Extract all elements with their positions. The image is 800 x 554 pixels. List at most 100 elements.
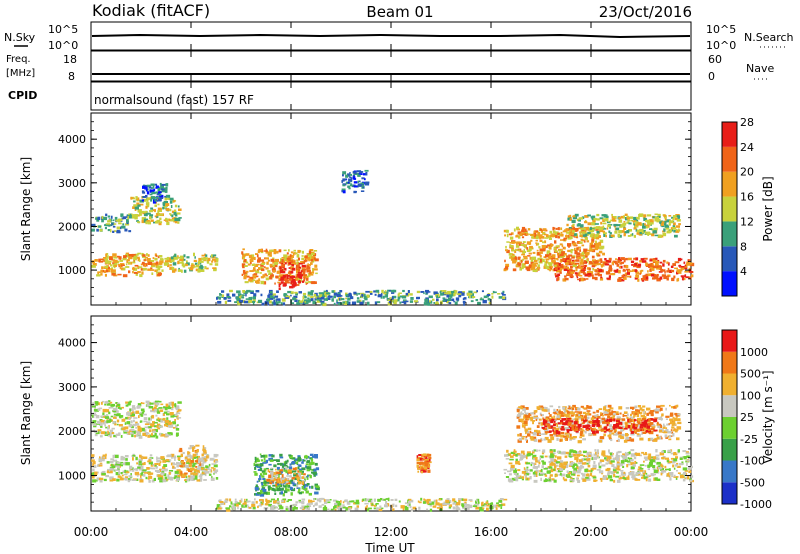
- data-cell: [684, 264, 687, 267]
- data-cell: [289, 273, 292, 277]
- data-cell: [620, 261, 624, 264]
- data-cell: [656, 278, 661, 282]
- data-cell: [405, 292, 408, 296]
- data-cell: [252, 506, 256, 510]
- data-cell: [301, 481, 304, 484]
- data-cell: [186, 260, 188, 264]
- data-cell: [652, 465, 656, 468]
- data-cell: [557, 456, 562, 460]
- data-cell: [596, 230, 600, 234]
- data-cell: [506, 241, 510, 243]
- data-cell: [185, 263, 188, 266]
- data-cell: [533, 449, 536, 452]
- data-cell: [557, 273, 561, 277]
- data-cell: [319, 299, 322, 302]
- data-cell: [91, 223, 96, 227]
- data-cell: [665, 225, 670, 228]
- data-cell: [646, 474, 650, 477]
- data-cell: [140, 263, 143, 266]
- data-cell: [671, 277, 675, 282]
- data-cell: [243, 257, 245, 260]
- data-cell: [169, 200, 173, 204]
- data-cell: [135, 273, 138, 276]
- data-cell: [159, 221, 163, 224]
- data-cell: [582, 234, 587, 237]
- data-cell: [363, 295, 367, 299]
- data-cell: [509, 468, 513, 471]
- data-cell: [169, 424, 174, 428]
- data-cell: [287, 507, 292, 510]
- data-cell: [158, 191, 161, 194]
- data-cell: [195, 451, 197, 454]
- data-cell: [107, 266, 110, 270]
- data-cell: [309, 486, 311, 489]
- colorbar-segment: [722, 221, 737, 247]
- data-cell: [517, 231, 521, 235]
- data-cell: [614, 269, 619, 273]
- data-cell: [290, 479, 294, 483]
- data-cell: [600, 260, 603, 264]
- data-cell: [162, 466, 166, 469]
- data-cell: [141, 470, 146, 473]
- data-cell: [602, 476, 607, 480]
- data-cell: [199, 473, 204, 476]
- data-cell: [611, 213, 613, 216]
- data-cell: [583, 455, 586, 458]
- data-cell: [152, 185, 155, 189]
- data-cell: [131, 470, 135, 472]
- data-cell: [599, 461, 602, 464]
- data-cell: [91, 228, 95, 232]
- data-cell: [282, 275, 287, 278]
- data-cell: [195, 264, 199, 268]
- data-cell: [150, 183, 155, 186]
- data-cell: [193, 472, 198, 476]
- data-cell: [229, 498, 232, 502]
- data-cell: [325, 499, 330, 502]
- data-cell: [205, 466, 210, 471]
- data-cell: [524, 468, 528, 471]
- nsky-tick-top: 10^5: [48, 23, 78, 36]
- data-cell: [190, 472, 195, 475]
- data-cell: [260, 500, 263, 504]
- data-cell: [167, 421, 172, 425]
- data-cell: [544, 237, 549, 239]
- data-cell: [377, 292, 380, 296]
- data-cell: [677, 257, 682, 262]
- data-cell: [631, 474, 636, 478]
- data-cell: [164, 406, 168, 411]
- data-cell: [483, 503, 488, 507]
- data-cell: [337, 302, 343, 306]
- data-cell: [550, 244, 554, 247]
- data-cell: [641, 278, 646, 281]
- data-cell: [638, 466, 641, 469]
- data-cell: [446, 498, 450, 500]
- data-cell: [598, 462, 601, 466]
- data-cell: [190, 468, 194, 470]
- data-cell: [589, 227, 592, 230]
- data-cell: [626, 452, 631, 455]
- data-cell: [627, 219, 631, 222]
- data-cell: [528, 472, 531, 475]
- data-cell: [617, 465, 620, 469]
- data-cell: [189, 458, 192, 462]
- data-cell: [469, 291, 472, 293]
- data-cell: [686, 462, 688, 466]
- data-cell: [132, 266, 135, 271]
- data-cell: [176, 464, 179, 468]
- data-cell: [678, 264, 682, 267]
- data-cell: [281, 474, 284, 478]
- data-cell: [271, 488, 276, 491]
- data-cell: [548, 256, 553, 259]
- data-cell: [321, 301, 325, 304]
- data-cell: [285, 460, 288, 464]
- data-cell: [362, 186, 365, 189]
- data-cell: [391, 296, 394, 300]
- data-cell: [163, 406, 166, 409]
- data-cell: [574, 213, 579, 217]
- data-cell: [544, 240, 547, 244]
- data-cell: [435, 499, 438, 503]
- data-cell: [626, 216, 630, 220]
- data-cell: [122, 274, 128, 278]
- data-cell: [580, 258, 584, 261]
- data-cell: [509, 458, 514, 461]
